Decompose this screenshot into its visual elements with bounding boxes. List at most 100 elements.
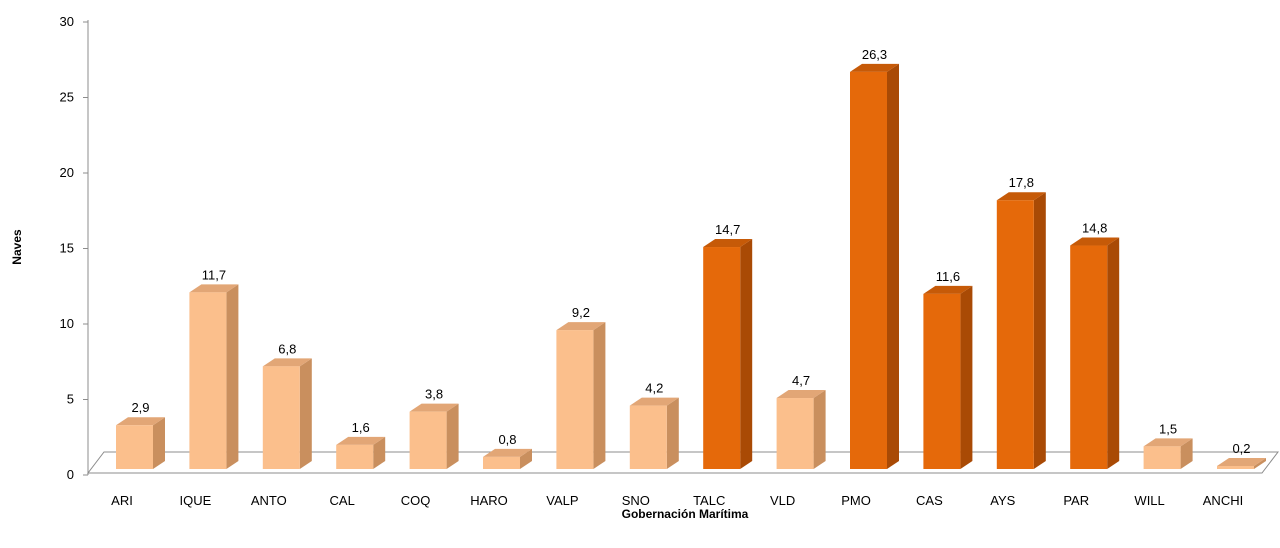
x-tick-label: CAS	[916, 493, 943, 508]
x-tick-label: COQ	[401, 493, 431, 508]
bar-side	[299, 358, 312, 469]
data-label: 11,7	[202, 267, 226, 282]
bar-side	[813, 390, 826, 469]
y-axis-title: Naves	[10, 229, 24, 265]
x-tick-label: ANCHI	[1203, 493, 1243, 508]
x-tick-label: CAL	[330, 493, 355, 508]
bar-cas: 11,6	[923, 269, 973, 469]
data-label: 1,6	[352, 420, 370, 435]
data-label: 2,9	[131, 400, 149, 415]
bar-side	[593, 322, 606, 469]
bar-pmo: 26,3	[850, 47, 899, 470]
y-tick-label: 15	[60, 241, 74, 256]
data-label: 11,6	[936, 269, 960, 284]
bar-will: 1,5	[1143, 421, 1193, 469]
bar-side	[153, 417, 165, 469]
x-tick-label: ARI	[111, 493, 133, 508]
bar-front	[556, 330, 594, 469]
bar-front	[409, 411, 447, 469]
bar-front	[923, 293, 961, 469]
x-tick-label: WILL	[1134, 493, 1164, 508]
bar-front	[629, 405, 667, 469]
x-tick-label: SNO	[622, 493, 650, 508]
bar-sno: 4,2	[629, 381, 679, 469]
x-tick-label: VLD	[770, 493, 795, 508]
x-tick-label: HARO	[470, 493, 508, 508]
x-tick-label: TALC	[693, 493, 725, 508]
bar-front	[703, 247, 741, 469]
bar-vld: 4,7	[776, 373, 826, 469]
bar-ique: 11,7	[189, 267, 239, 469]
y-tick-label: 5	[67, 392, 74, 407]
bar-front	[262, 366, 300, 469]
x-axis-title: Gobernación Marítima	[622, 507, 749, 521]
data-label: 0,2	[1232, 441, 1250, 456]
data-label: 26,3	[862, 47, 887, 62]
bar-top	[1143, 438, 1193, 447]
bars-group: 2,9 11,7 6,8 1,6 3,8 0,8 9,2 4,2 14,7 4,7 26,3 11,6…	[116, 47, 1266, 470]
y-tick-label: 10	[60, 316, 74, 331]
bar-top	[923, 285, 973, 294]
bar-side	[666, 397, 679, 469]
data-label: 4,2	[645, 381, 663, 396]
data-label: 0,8	[498, 432, 516, 447]
data-label: 3,8	[425, 387, 443, 402]
bar-front	[336, 444, 374, 469]
bar-side	[740, 239, 753, 469]
y-tick-label: 25	[60, 90, 74, 105]
data-label: 9,2	[572, 305, 590, 320]
bar-side	[887, 63, 899, 470]
x-tick-label: PMO	[841, 493, 871, 508]
floor-plane	[86, 451, 1280, 474]
bar-front	[483, 456, 520, 469]
bar-coq: 3,8	[409, 387, 459, 469]
bar-par: 14,8	[1070, 221, 1120, 469]
bar-front	[116, 425, 153, 469]
bar-top	[629, 397, 679, 406]
y-tick-label: 30	[60, 14, 74, 29]
data-label: 1,5	[1159, 421, 1177, 436]
bar-front	[850, 71, 887, 470]
x-tick-label: ANTO	[251, 493, 287, 508]
bar-anchi: 0,2	[1217, 441, 1266, 469]
y-axis-ticks: 0 5 10 15 20 25 30	[60, 14, 88, 482]
data-label: 4,7	[792, 373, 810, 388]
bar-side	[446, 403, 459, 469]
bar-top	[556, 322, 606, 331]
bar-side	[1180, 438, 1193, 469]
bar-front	[1143, 446, 1181, 469]
bar-top	[1070, 237, 1120, 246]
bar-valp: 9,2	[556, 305, 606, 469]
bar-side	[1254, 457, 1266, 469]
bar-top	[409, 403, 459, 412]
bar-top	[850, 63, 899, 72]
data-label: 6,8	[278, 341, 296, 356]
bar-top	[996, 192, 1046, 201]
data-label: 14,7	[715, 222, 740, 237]
bar-top	[483, 448, 532, 457]
bar-top	[262, 358, 312, 367]
bar-side	[373, 436, 386, 469]
bar-anto: 6,8	[262, 341, 312, 469]
x-axis-ticks: ARI IQUE ANTO CAL COQ HARO VALP SNO TALC VLD PMO CA…	[111, 493, 1243, 508]
x-tick-label: VALP	[546, 493, 578, 508]
bar-side	[1033, 192, 1046, 469]
x-tick-label: IQUE	[180, 493, 212, 508]
bar-front	[1070, 245, 1108, 469]
bar-ays: 17,8	[996, 175, 1046, 469]
bar-top	[776, 390, 826, 399]
x-tick-label: AYS	[990, 493, 1015, 508]
y-tick-label: 20	[60, 165, 74, 180]
bar-side	[1107, 237, 1120, 469]
bar-top	[116, 417, 165, 426]
bar-front	[996, 200, 1034, 469]
chart-floor	[86, 451, 1280, 474]
bar-ari: 2,9	[116, 400, 165, 469]
data-label: 14,8	[1082, 221, 1107, 236]
bar-side	[960, 285, 973, 469]
bar-top	[703, 239, 753, 248]
data-label: 17,8	[1009, 175, 1034, 190]
x-tick-label: PAR	[1063, 493, 1089, 508]
bar-front	[189, 292, 227, 469]
